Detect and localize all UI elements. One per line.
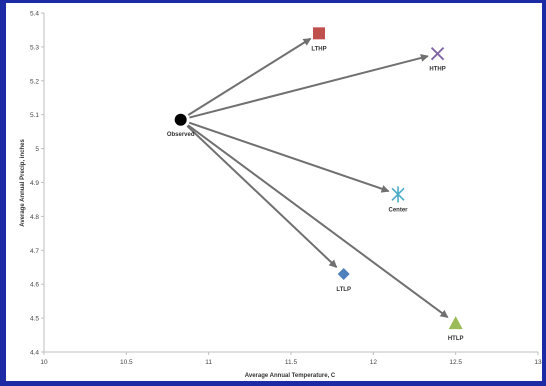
point-label-lthp: LTHP — [311, 46, 326, 52]
y-tick-label: 5.3 — [30, 44, 39, 51]
y-axis-title: Average Annual Precip, inches — [20, 139, 26, 227]
point-label-observed: Observed — [167, 132, 195, 138]
chart-frame: 10 10.5 11 11.5 12 12.5 13 4.4 4.5 4.6 4.7 4.8 4.9 5 5… — [6, 3, 542, 381]
x-tick-label: 11 — [205, 359, 212, 366]
y-tick-label: 4.5 — [30, 316, 39, 323]
y-tick-label: 5.2 — [30, 78, 39, 85]
point-label-ltlp: LTLP — [336, 287, 351, 293]
point-htlp — [448, 316, 463, 330]
arrows-layer — [186, 37, 449, 319]
y-tick-label: 5.1 — [30, 112, 39, 119]
x-axis-title: Average Annual Temperature, C — [245, 373, 336, 379]
point-observed — [174, 113, 187, 126]
x-tick-label: 12.5 — [449, 359, 462, 366]
x-tick-label: 13 — [534, 359, 542, 366]
point-hthp — [430, 47, 445, 61]
arrow-observed-to-hthp — [189, 54, 429, 119]
y-tick-label: 4.4 — [30, 350, 39, 357]
points-layer — [174, 27, 463, 330]
arrow-observed-to-lthp — [187, 37, 312, 116]
arrow-observed-to-center — [188, 121, 390, 193]
ticks-layer: 10 10.5 11 11.5 12 12.5 13 4.4 4.5 4.6 4.7 4.8 4.9 5 5… — [30, 11, 542, 367]
y-tick-label: 4.7 — [30, 248, 39, 255]
point-label-htlp: HTLP — [448, 336, 464, 342]
point-ltlp — [337, 268, 350, 281]
y-tick-label: 5.4 — [30, 11, 39, 18]
point-lthp — [312, 27, 325, 40]
y-tick-label: 4.8 — [30, 214, 39, 221]
arrow-observed-to-htlp — [187, 124, 449, 319]
point-center — [391, 186, 405, 203]
point-label-center: Center — [389, 207, 409, 213]
x-tick-label: 10.5 — [120, 359, 133, 366]
arrow-observed-to-ltlp — [186, 125, 338, 268]
y-tick-label: 4.6 — [30, 282, 39, 289]
y-tick-label: 4.9 — [30, 180, 39, 187]
labels-layer: Observed LTHP HTHP Center LTLP HTLP — [167, 46, 464, 342]
x-tick-label: 10 — [40, 359, 48, 366]
x-tick-label: 12 — [370, 359, 378, 366]
y-tick-label: 5 — [35, 146, 39, 153]
axes-layer — [43, 13, 538, 353]
point-label-hthp: HTHP — [429, 67, 445, 73]
scatter-chart: 10 10.5 11 11.5 12 12.5 13 4.4 4.5 4.6 4.7 4.8 4.9 5 5… — [20, 11, 542, 380]
x-tick-label: 11.5 — [285, 359, 298, 366]
